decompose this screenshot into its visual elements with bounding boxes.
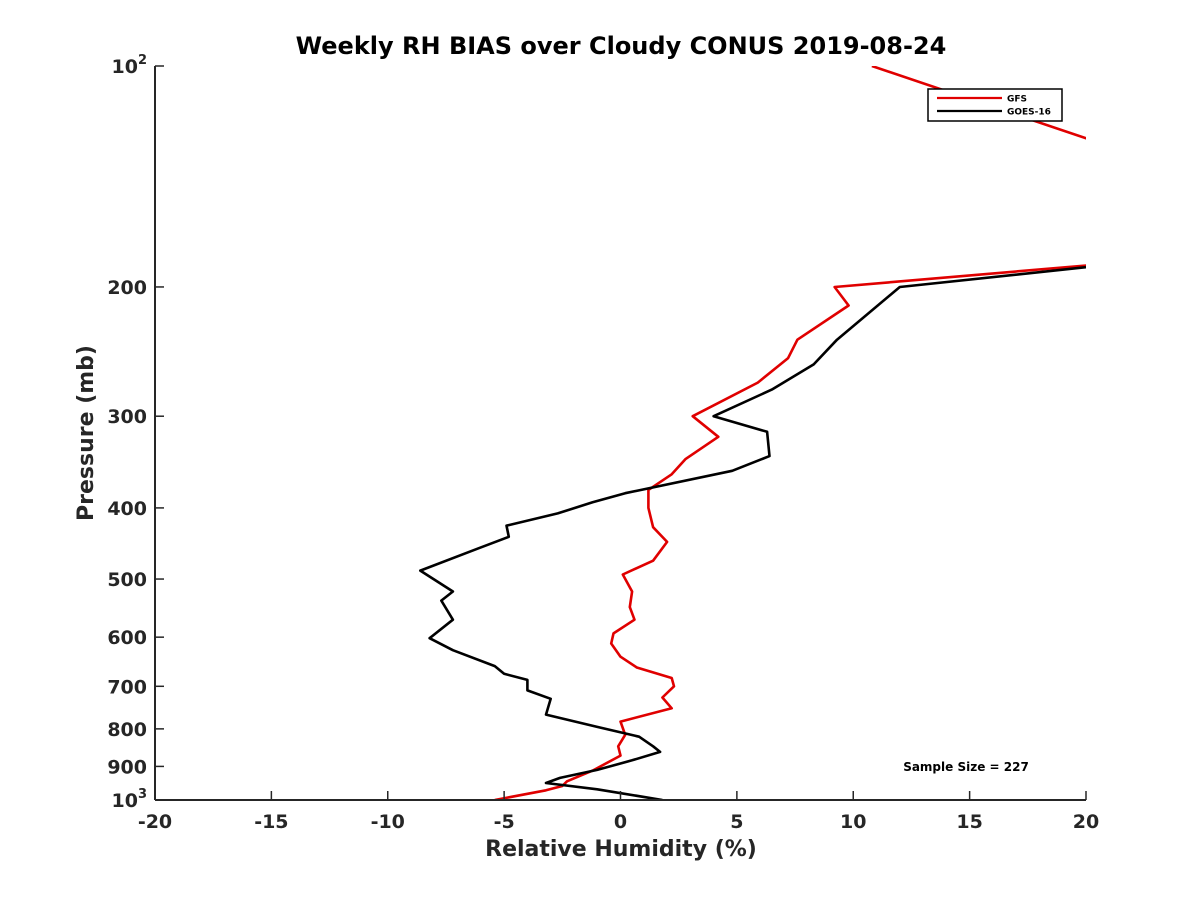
chart-title: Weekly RH BIAS over Cloudy CONUS 2019-08… [296, 32, 947, 60]
axes [154, 66, 1086, 801]
x-tick-label: -15 [254, 811, 288, 833]
y-tick-label: 400 [107, 498, 147, 520]
y-tick-label: 200 [107, 277, 147, 299]
y-axis-label: Pressure (mb) [74, 345, 99, 521]
y-tick-label: 800 [107, 719, 147, 741]
series-line-goes-16 [419, 265, 1086, 800]
legend: GFS GOES-16 [927, 88, 1063, 122]
x-ticks: -20 -15 -10 -5 0 5 10 15 20 [138, 791, 1099, 833]
legend-label: GFS [1007, 95, 1027, 105]
y-tick-label: 900 [107, 756, 147, 778]
legend-label: GOES-16 [1007, 108, 1051, 118]
sample-size-annotation: Sample Size = 227 [903, 760, 1029, 774]
x-tick-label: -5 [494, 811, 515, 833]
legend-box [927, 88, 1063, 122]
y-tick-label: 500 [107, 569, 147, 591]
series-layer [419, 66, 1086, 800]
x-tick-label: 5 [730, 811, 743, 833]
x-tick-label: 0 [614, 811, 627, 833]
y-tick-label: 700 [107, 676, 147, 698]
y-tick-label: 600 [107, 627, 147, 649]
y-tick-label: 103 [112, 787, 148, 812]
x-tick-label: -20 [138, 811, 172, 833]
y-tick-label: 300 [107, 406, 147, 428]
series-line-gfs [494, 66, 1086, 800]
y-ticks: 102 200 300 400 500 600 700 800 900 103 [107, 53, 164, 812]
x-tick-label: -10 [371, 811, 405, 833]
x-tick-label: 15 [956, 811, 982, 833]
y-tick-label: 102 [112, 53, 148, 78]
x-tick-label: 10 [840, 811, 866, 833]
x-tick-label: 20 [1073, 811, 1099, 833]
x-axis-label: Relative Humidity (%) [485, 837, 757, 862]
